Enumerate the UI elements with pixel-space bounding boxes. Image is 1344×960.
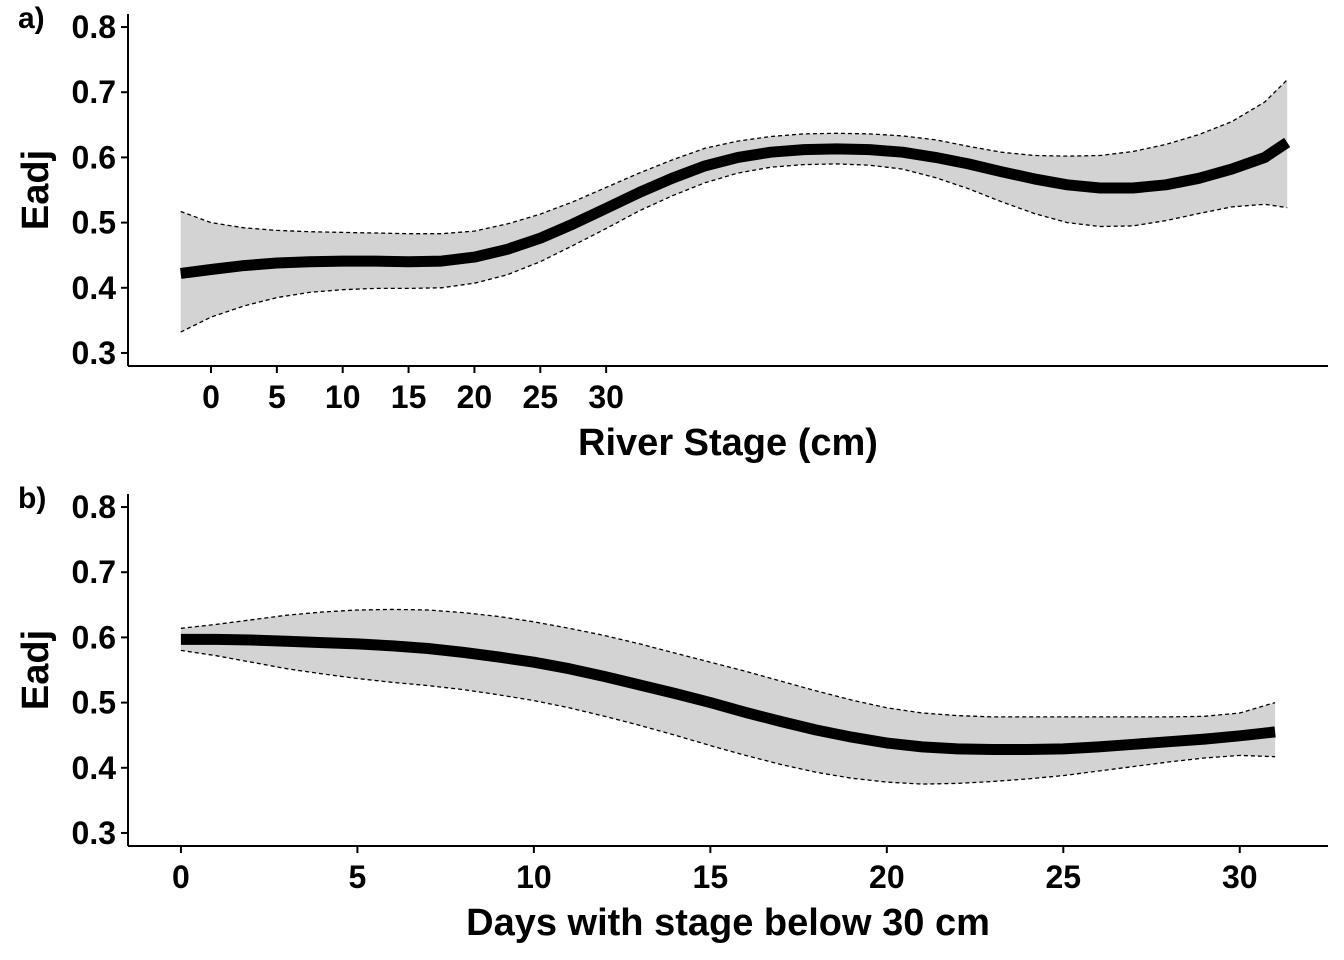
y-axis-title: Eadj [15,630,57,710]
fitted-line [180,633,1276,755]
x-tick-label: 25 [1045,859,1081,895]
x-tick-label: 25 [522,379,558,415]
y-tick-label: 0.8 [72,9,116,45]
y-tick-label: 0.3 [72,815,116,851]
x-tick-label: 15 [391,379,427,415]
y-tick-label: 0.7 [72,74,116,110]
confidence-band [180,609,1276,785]
x-tick-label: 20 [869,859,905,895]
y-tick-label: 0.8 [72,489,116,525]
x-tick-label: 15 [693,859,729,895]
y-tick-label: 0.4 [72,270,117,306]
x-tick-label: 10 [325,379,361,415]
y-tick-label: 0.7 [72,554,116,590]
y-axis-title: Eadj [15,150,57,230]
y-tick-label: 0.6 [72,139,116,175]
panel-label: b) [18,482,46,515]
x-axis-title: Days with stage below 30 cm [466,902,990,944]
upper-confidence-bound [180,79,1288,235]
y-tick-label: 0.5 [72,685,116,721]
panel-label: a) [18,2,45,35]
x-axis-title: River Stage (cm) [578,422,878,464]
confidence-band [180,79,1288,333]
fitted-line [179,137,1291,279]
x-tick-label: 30 [588,379,624,415]
upper-confidence-bound [180,608,1276,718]
lower-confidence-bound [180,649,1276,785]
x-tick-label: 30 [1222,859,1258,895]
panel-b: 0.3 0.4 0.5 0.6 0.7 0.8 0 5 10 15 20 25 30 Days with … [15,482,1328,944]
y-tick-label: 0.5 [72,205,116,241]
x-tick-label: 0 [202,379,220,415]
x-tick-label: 5 [349,859,367,895]
x-tick-label: 0 [172,859,190,895]
panel-a: 0.3 0.4 0.5 0.6 0.7 0.8 0 5 10 15 20 25 30 River Stag… [15,2,1328,464]
y-tick-label: 0.4 [72,750,117,786]
y-tick-label: 0.3 [72,335,116,371]
lower-confidence-bound [180,163,1288,333]
x-tick-label: 20 [457,379,493,415]
x-tick-label: 10 [516,859,552,895]
x-tick-label: 5 [268,379,286,415]
y-tick-label: 0.6 [72,619,116,655]
